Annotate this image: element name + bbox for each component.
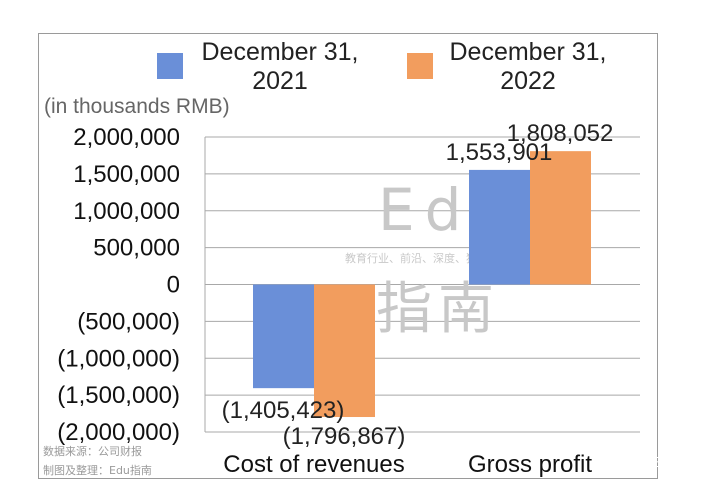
brand-badge: Edu指南 [603,450,684,470]
bar-2021-gross-profit [469,169,530,285]
chart-frame [38,33,658,479]
legend-swatch-2021 [157,53,183,79]
y-tick-label: 1,500,000 [73,161,180,188]
data-label: (1,405,423) [222,397,345,424]
legend-label-2021-line2: 2021 [252,67,308,95]
bars [253,151,591,418]
watermark-cn: 指南 [376,277,500,342]
data-label: (1,796,867) [283,423,406,450]
legend-label-2021-line1: December 31, [201,38,358,66]
data-label: 1,553,901 [446,139,553,166]
watermark-slogan: 教育行业、前沿、深度、独家 [345,251,488,265]
y-tick-label: (1,500,000) [57,382,180,409]
y-tick-label: (500,000) [77,308,180,335]
bar-2022-cost-of-revenues [314,284,375,418]
y-tick-label: 500,000 [93,235,180,262]
x-category-label: Cost of revenues [223,451,404,478]
source-line1: 数据来源：公司财报 [43,444,142,458]
y-axis-ticks: 2,000,000 1,500,000 1,000,000 500,000 0 (500,… [57,124,180,446]
brand-label: Edu指南 [629,454,684,470]
y-tick-label: (2,000,000) [57,419,180,446]
unit-label: (in thousands RMB) [44,95,230,118]
bar-2022-gross-profit [530,151,591,285]
x-axis-categories: Cost of revenues Gross profit [223,451,592,478]
x-category-label: Gross profit [468,451,592,478]
wechat-icon [603,450,625,468]
legend-swatch-2022 [407,53,433,79]
data-label: 1,808,052 [507,120,614,147]
data-labels: (1,405,423) 1,553,901 (1,796,867) 1,808,052 [222,120,614,450]
source-line2: 制图及整理：Edu指南 [43,463,152,477]
bar-2021-cost-of-revenues [253,284,314,389]
y-tick-label: 2,000,000 [73,124,180,151]
legend-label-2022-line1: December 31, [449,38,606,66]
y-tick-label: 0 [167,272,180,299]
y-tick-label: 1,000,000 [73,198,180,225]
legend-label-2022-line2: 2022 [500,67,556,95]
y-tick-label: (1,000,000) [57,345,180,372]
